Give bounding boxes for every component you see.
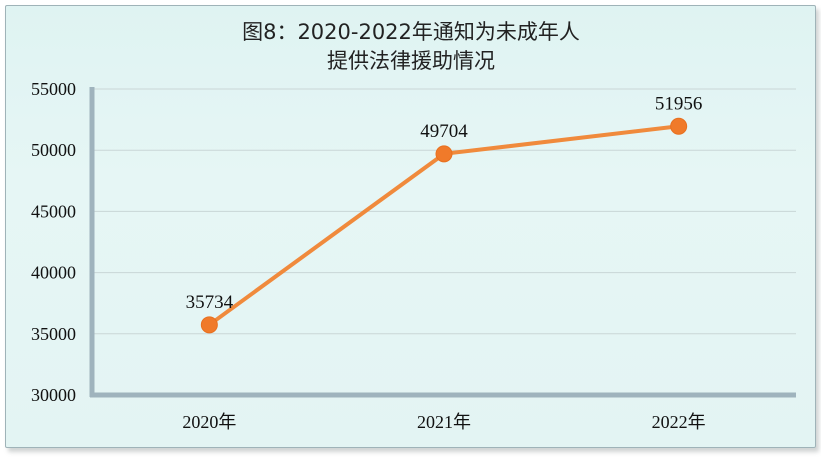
data-point-marker <box>670 117 688 135</box>
y-tick-label: 50000 <box>31 140 76 160</box>
data-label: 49704 <box>420 121 468 142</box>
data-point-marker <box>200 316 218 334</box>
data-labels: 35734 49704 51956 <box>186 93 703 313</box>
y-tick-label: 40000 <box>31 263 76 283</box>
chart-title-line-2: 提供法律援助情况 <box>327 49 495 73</box>
x-tick-label: 2021年 <box>417 412 471 432</box>
x-tick-label: 2022年 <box>652 412 706 432</box>
y-axis-tick-labels: 30000 35000 40000 45000 50000 55000 <box>31 79 76 405</box>
y-tick-label: 30000 <box>31 385 76 405</box>
y-tick-label: 45000 <box>31 201 76 221</box>
data-label: 51956 <box>655 93 703 114</box>
data-point-marker <box>435 145 453 163</box>
chart-frame <box>5 5 816 448</box>
x-tick-label: 2020年 <box>182 412 236 432</box>
series-line <box>200 117 688 334</box>
axes <box>89 87 796 398</box>
x-axis-tick-labels: 2020年 2021年 2022年 <box>182 412 705 432</box>
data-label: 35734 <box>186 292 234 313</box>
chart-title-line-1: 图8：2020-2022年通知为未成年人 <box>242 20 580 44</box>
y-tick-label: 55000 <box>31 79 76 99</box>
gridlines <box>92 88 796 335</box>
y-tick-label: 35000 <box>31 324 76 344</box>
